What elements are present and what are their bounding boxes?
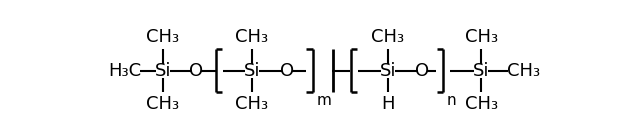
Text: CH₃: CH₃ bbox=[507, 62, 540, 80]
Text: Si: Si bbox=[473, 62, 490, 80]
Text: O: O bbox=[189, 62, 204, 80]
Text: H₃C: H₃C bbox=[108, 62, 141, 80]
Text: m: m bbox=[316, 93, 332, 108]
Text: Si: Si bbox=[244, 62, 260, 80]
Text: CH₃: CH₃ bbox=[465, 95, 498, 113]
Text: O: O bbox=[280, 62, 294, 80]
Text: CH₃: CH₃ bbox=[236, 28, 269, 46]
Text: Si: Si bbox=[380, 62, 396, 80]
Text: CH₃: CH₃ bbox=[147, 95, 179, 113]
Text: n: n bbox=[447, 93, 456, 108]
Text: CH₃: CH₃ bbox=[465, 28, 498, 46]
Text: Si: Si bbox=[155, 62, 171, 80]
Text: CH₃: CH₃ bbox=[236, 95, 269, 113]
Text: CH₃: CH₃ bbox=[147, 28, 179, 46]
Text: H: H bbox=[381, 95, 394, 113]
Text: CH₃: CH₃ bbox=[371, 28, 404, 46]
Text: O: O bbox=[415, 62, 429, 80]
